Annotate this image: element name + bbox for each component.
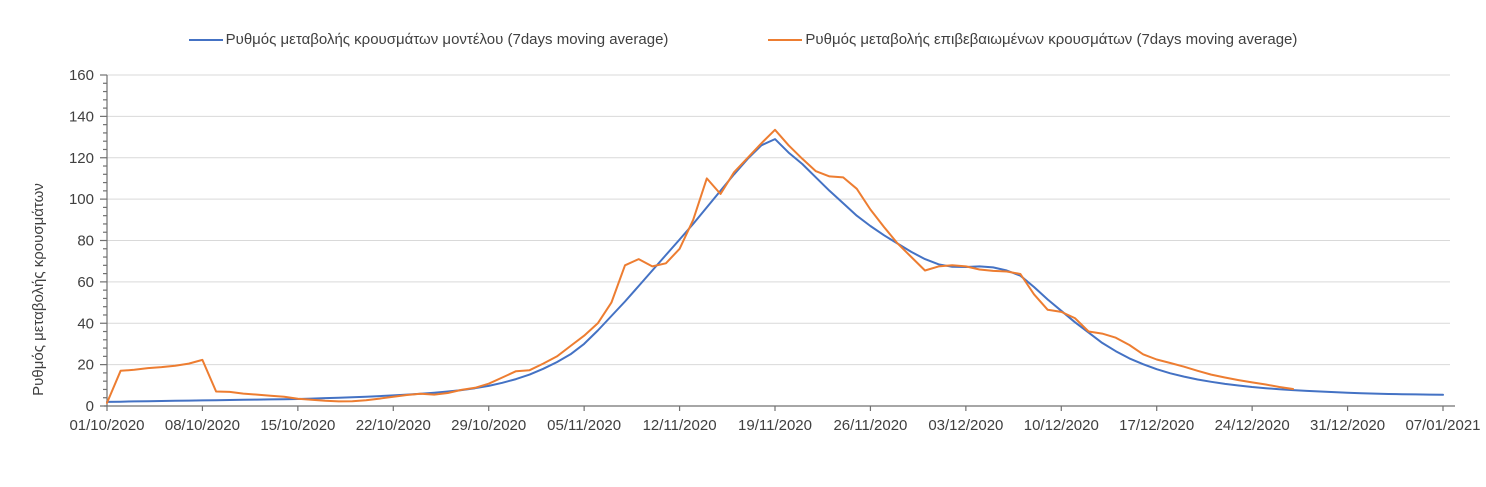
x-tick-label: 03/12/2020 [928, 417, 1003, 434]
x-tick-label: 10/12/2020 [1024, 417, 1099, 434]
legend-label-model: Ρυθμός μεταβολής κρουσμάτων μοντέλου (7d… [225, 31, 669, 48]
x-tick-label: 29/10/2020 [451, 417, 526, 434]
y-tick-label: 160 [69, 67, 94, 84]
legend-item-model: Ρυθμός μεταβολής κρουσμάτων μοντέλου (7d… [188, 22, 669, 57]
y-tick-label: 140 [69, 108, 94, 125]
x-tick-label: 15/10/2020 [260, 417, 335, 434]
axes [100, 74, 1455, 411]
gridlines [107, 74, 1450, 366]
x-tick-label: 24/12/2020 [1215, 417, 1290, 434]
x-tick-label: 22/10/2020 [356, 417, 431, 434]
series-model-line [106, 138, 1444, 403]
y-tick-label: 100 [69, 191, 94, 208]
x-tick-label: 12/11/2020 [643, 417, 717, 434]
y-tick-label: 20 [77, 357, 94, 374]
series-confirmed-line [106, 128, 1294, 404]
x-tick-label: 07/01/2021 [1405, 417, 1480, 434]
legend-item-confirmed: Ρυθμός μεταβολής επιβεβαιωμένων κρουσμάτ… [768, 22, 1297, 57]
y-tick-labels: 0 20 40 60 80 100 120 140 160 [69, 67, 94, 415]
y-axis-title: Ρυθμός μεταβολής κρουσμάτων [30, 183, 47, 396]
y-tick-label: 0 [86, 398, 94, 415]
x-tick-label: 05/11/2020 [547, 417, 621, 434]
x-tick-label: 31/12/2020 [1310, 417, 1385, 434]
x-tick-label: 08/10/2020 [165, 417, 240, 434]
chart-legend: Ρυθμός μεταβολής κρουσμάτων μοντέλου (7d… [0, 0, 1486, 57]
legend-label-confirmed: Ρυθμός μεταβολής επιβεβαιωμένων κρουσμάτ… [805, 31, 1298, 48]
model-line-swatch-icon [188, 38, 223, 41]
line-chart-canvas: 0 20 40 60 80 100 120 140 160 01/10/2020 08/10/202… [69, 67, 1481, 434]
x-tick-label: 19/11/2020 [738, 417, 812, 434]
chart-area: Ρυθμός μεταβολής κρουσμάτων 0 20 40 60 80 100… [0, 57, 1486, 487]
confirmed-line-swatch-icon [768, 38, 803, 41]
x-tick-labels: 01/10/2020 08/10/2020 15/10/2020 22/10/2020… [69, 417, 1480, 434]
x-tick-label: 01/10/2020 [69, 417, 144, 434]
x-tick-label: 26/11/2020 [833, 417, 907, 434]
y-tick-label: 40 [77, 315, 94, 332]
y-tick-label: 80 [77, 233, 94, 250]
x-tick-label: 17/12/2020 [1119, 417, 1194, 434]
y-tick-label: 120 [69, 150, 94, 167]
y-tick-label: 60 [77, 274, 94, 291]
